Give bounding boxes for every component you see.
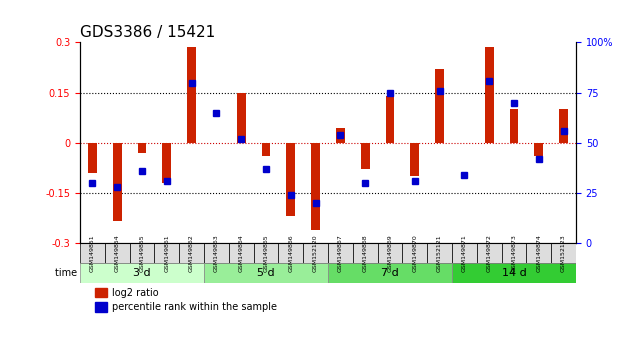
Text: 5 d: 5 d bbox=[257, 268, 275, 278]
FancyBboxPatch shape bbox=[229, 243, 253, 263]
Text: GSM149869: GSM149869 bbox=[387, 234, 392, 272]
Text: GSM149870: GSM149870 bbox=[412, 234, 417, 272]
Text: GSM149861: GSM149861 bbox=[164, 234, 170, 272]
Text: GSM149867: GSM149867 bbox=[338, 234, 343, 272]
FancyBboxPatch shape bbox=[253, 243, 278, 263]
Text: GSM149871: GSM149871 bbox=[462, 234, 467, 272]
FancyBboxPatch shape bbox=[303, 243, 328, 263]
FancyBboxPatch shape bbox=[328, 263, 452, 283]
Bar bbox=[95, 288, 108, 297]
FancyBboxPatch shape bbox=[428, 243, 452, 263]
Bar bbox=[509, 109, 518, 143]
FancyBboxPatch shape bbox=[204, 243, 229, 263]
Text: GSM149851: GSM149851 bbox=[90, 234, 95, 272]
Bar bbox=[163, 143, 171, 183]
Text: GSM152121: GSM152121 bbox=[437, 234, 442, 272]
FancyBboxPatch shape bbox=[502, 243, 526, 263]
Text: 7 d: 7 d bbox=[381, 268, 399, 278]
Text: GSM149868: GSM149868 bbox=[363, 234, 368, 272]
Text: time: time bbox=[55, 268, 80, 278]
FancyBboxPatch shape bbox=[278, 243, 303, 263]
Text: GSM149855: GSM149855 bbox=[140, 234, 145, 272]
Text: 3 d: 3 d bbox=[133, 268, 151, 278]
Bar bbox=[188, 47, 196, 143]
Bar bbox=[311, 143, 320, 229]
Text: GDS3386 / 15421: GDS3386 / 15421 bbox=[80, 25, 215, 40]
Bar bbox=[410, 143, 419, 176]
Bar bbox=[287, 143, 295, 216]
Bar bbox=[88, 143, 97, 173]
FancyBboxPatch shape bbox=[80, 263, 204, 283]
Bar bbox=[336, 128, 345, 143]
Bar bbox=[361, 143, 369, 170]
FancyBboxPatch shape bbox=[204, 263, 328, 283]
Text: GSM149874: GSM149874 bbox=[536, 234, 541, 272]
Text: percentile rank within the sample: percentile rank within the sample bbox=[112, 302, 277, 312]
Bar bbox=[95, 302, 108, 312]
Bar bbox=[435, 69, 444, 143]
Bar bbox=[113, 143, 122, 221]
Text: 14 d: 14 d bbox=[502, 268, 526, 278]
FancyBboxPatch shape bbox=[477, 243, 502, 263]
FancyBboxPatch shape bbox=[154, 243, 179, 263]
FancyBboxPatch shape bbox=[179, 243, 204, 263]
Bar bbox=[559, 109, 568, 143]
Text: GSM149864: GSM149864 bbox=[239, 234, 244, 272]
Bar bbox=[237, 93, 246, 143]
FancyBboxPatch shape bbox=[80, 243, 105, 263]
FancyBboxPatch shape bbox=[378, 243, 403, 263]
Text: GSM152123: GSM152123 bbox=[561, 234, 566, 272]
FancyBboxPatch shape bbox=[105, 243, 130, 263]
Text: GSM149863: GSM149863 bbox=[214, 234, 219, 272]
Text: GSM149865: GSM149865 bbox=[264, 234, 269, 272]
FancyBboxPatch shape bbox=[353, 243, 378, 263]
Bar bbox=[485, 47, 493, 143]
FancyBboxPatch shape bbox=[551, 243, 576, 263]
FancyBboxPatch shape bbox=[452, 243, 477, 263]
Bar bbox=[386, 96, 394, 143]
Text: GSM149873: GSM149873 bbox=[511, 234, 516, 272]
Text: GSM152120: GSM152120 bbox=[313, 234, 318, 272]
Text: GSM149872: GSM149872 bbox=[486, 234, 492, 272]
Bar bbox=[138, 143, 147, 153]
Text: GSM149854: GSM149854 bbox=[115, 234, 120, 272]
FancyBboxPatch shape bbox=[403, 243, 428, 263]
FancyBboxPatch shape bbox=[452, 263, 576, 283]
Bar bbox=[534, 143, 543, 156]
Text: GSM149862: GSM149862 bbox=[189, 234, 194, 272]
Text: GSM149866: GSM149866 bbox=[288, 234, 293, 272]
Bar bbox=[262, 143, 270, 156]
FancyBboxPatch shape bbox=[328, 243, 353, 263]
FancyBboxPatch shape bbox=[526, 243, 551, 263]
Text: log2 ratio: log2 ratio bbox=[112, 287, 159, 298]
FancyBboxPatch shape bbox=[130, 243, 154, 263]
